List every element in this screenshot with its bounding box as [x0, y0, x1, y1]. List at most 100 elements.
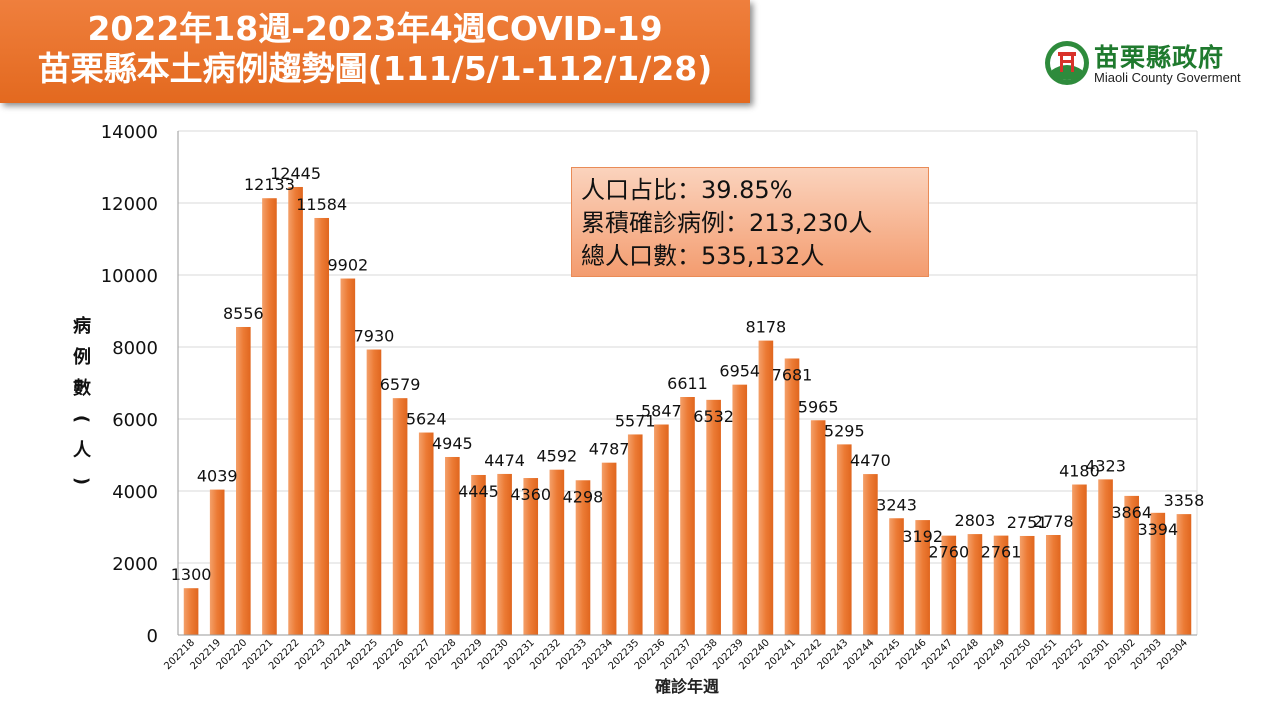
- y-tick-label: 0: [147, 626, 158, 647]
- data-label-202245: 3243: [876, 495, 917, 514]
- bar-202234: [601, 462, 617, 635]
- bar-202224: [340, 278, 356, 635]
- county-logo: 苗栗縣政府 Miaoli County Goverment: [1044, 38, 1264, 90]
- bar-202303: [1150, 512, 1166, 635]
- chart-title-line1: 2022年18週-2023年4週COVID-19: [87, 9, 663, 48]
- bar-202250: [1019, 535, 1035, 635]
- data-label-202221: 12133: [244, 175, 295, 194]
- y-axis-label-char: 數: [73, 378, 91, 399]
- bar-202247: [941, 535, 957, 635]
- data-label-202240: 8178: [746, 318, 787, 337]
- bar-202222: [288, 186, 303, 636]
- bar-202301: [1098, 479, 1113, 635]
- data-label-202219: 4039: [197, 467, 238, 486]
- bar-202226: [392, 398, 408, 635]
- bar-202223: [314, 217, 330, 635]
- bar-202244: [863, 474, 878, 635]
- x-axis-label: 確診年週: [655, 677, 719, 696]
- y-axis-label: 病例數 (人): [71, 315, 92, 485]
- bar-202225: [366, 349, 382, 635]
- bar-202241: [784, 358, 800, 635]
- bar-202221: [262, 198, 277, 635]
- y-axis-label-char: 人: [73, 440, 92, 461]
- bar-202251: [1045, 534, 1061, 635]
- y-tick-label: 2000: [112, 554, 158, 575]
- data-label-202249: 2761: [981, 543, 1022, 562]
- bar-202219: [209, 489, 225, 635]
- bar-202252: [1072, 484, 1087, 635]
- data-label-202244: 4470: [850, 451, 891, 470]
- bar-202248: [967, 534, 983, 635]
- data-label-202233: 4298: [563, 487, 604, 506]
- data-label-202222: 12445: [270, 164, 321, 183]
- y-axis-label-char: (: [71, 415, 92, 423]
- bar-202230: [497, 473, 512, 635]
- title-banner: 2022年18週-2023年4週COVID-19 苗栗縣本土病例趨勢圖(111/…: [0, 0, 750, 103]
- bar-202231: [523, 478, 539, 635]
- data-label-202224: 9902: [327, 256, 368, 275]
- data-label-202227: 5624: [406, 410, 447, 429]
- data-label-202236: 5847: [641, 402, 682, 421]
- data-label-202250: 2751: [1007, 513, 1048, 532]
- data-label-202232: 4592: [536, 447, 577, 466]
- y-tick-label: 10000: [101, 266, 158, 287]
- data-label-202238: 6532: [693, 407, 734, 426]
- bar-202220: [236, 326, 251, 635]
- data-label-202230: 4474: [484, 451, 525, 470]
- y-tick-label: 6000: [112, 410, 158, 431]
- bar-202304: [1176, 514, 1192, 635]
- bar-202229: [471, 474, 486, 635]
- population-ratio: 人口占比：39.85%: [581, 176, 793, 204]
- bar-202238: [706, 399, 721, 635]
- bar-202245: [889, 518, 904, 635]
- cumulative-cases: 累積確診病例：213,230人: [581, 209, 873, 237]
- logo-english-name: Miaoli County Goverment: [1094, 70, 1241, 85]
- bar-202237: [680, 397, 695, 635]
- data-label-202246: 3192: [902, 527, 943, 546]
- data-label-202248: 2803: [955, 511, 996, 530]
- data-label-202302: 3864: [1111, 503, 1152, 522]
- data-label-202239: 6954: [719, 362, 760, 381]
- data-label-202228: 4945: [432, 434, 473, 453]
- bar-202218: [183, 588, 199, 635]
- y-tick-label: 8000: [112, 338, 158, 359]
- bar-202235: [627, 434, 643, 635]
- summary-box: 人口占比：39.85% 累積確診病例：213,230人 總人口數：535,132…: [571, 167, 929, 277]
- county-emblem-icon: [1045, 41, 1089, 85]
- logo-name: 苗栗縣政府: [1094, 43, 1225, 72]
- data-label-202243: 5295: [824, 421, 865, 440]
- total-population: 總人口數：535,132人: [581, 242, 825, 270]
- data-label-202218: 1300: [171, 565, 212, 584]
- bar-202242: [810, 420, 826, 635]
- data-label-202251: 2778: [1033, 512, 1074, 531]
- bar-202228: [445, 456, 460, 635]
- bars: [183, 186, 1192, 636]
- data-label-202231: 4360: [510, 485, 551, 504]
- y-tick-label: 14000: [101, 122, 158, 143]
- data-label-202220: 8556: [223, 304, 264, 323]
- data-label-202247: 2760: [928, 543, 969, 562]
- data-label-202225: 7930: [354, 327, 395, 346]
- y-tick-label: 12000: [101, 194, 158, 215]
- y-tick-label: 4000: [112, 482, 158, 503]
- bar-202239: [732, 384, 748, 635]
- data-label-202226: 6579: [380, 375, 421, 394]
- data-label-202237: 6611: [667, 374, 708, 393]
- bar-202227: [418, 432, 434, 635]
- data-label-202304: 3358: [1164, 491, 1205, 510]
- data-label-202252: 4180: [1059, 462, 1100, 481]
- bar-202243: [836, 444, 852, 635]
- bar-202302: [1124, 495, 1139, 635]
- data-label-202241: 7681: [772, 365, 813, 384]
- y-axis-label-char: ): [71, 477, 92, 485]
- data-label-202303: 3394: [1137, 520, 1178, 539]
- y-axis-label-char: 例: [73, 346, 91, 368]
- data-label-202301: 4323: [1085, 456, 1126, 475]
- data-label-202242: 5965: [798, 397, 839, 416]
- data-label-202223: 11584: [296, 195, 347, 214]
- data-label-202235: 5571: [615, 411, 656, 430]
- chart-title-line2: 苗栗縣本土病例趨勢圖(111/5/1-112/1/28): [37, 49, 713, 88]
- bar-202232: [549, 469, 565, 635]
